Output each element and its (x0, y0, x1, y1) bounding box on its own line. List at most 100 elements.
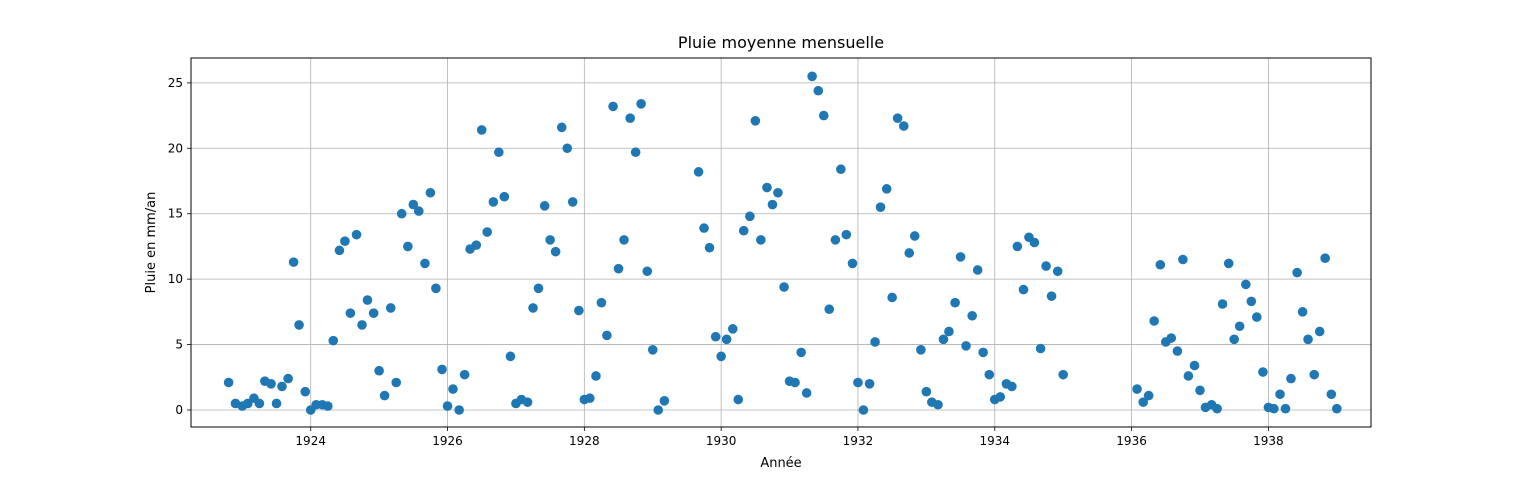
data-point (1297, 307, 1308, 317)
data-point (1035, 343, 1046, 354)
data-point (1189, 360, 1200, 371)
data-point (585, 393, 595, 404)
data-point (1058, 369, 1068, 380)
data-point (1212, 403, 1222, 414)
data-point (955, 252, 966, 262)
y-tick-label: 5 (175, 338, 183, 352)
data-point (545, 235, 555, 245)
data-point (961, 341, 971, 351)
data-point (1172, 346, 1183, 356)
data-point (574, 305, 584, 316)
data-point (1155, 259, 1166, 270)
data-point (995, 392, 1006, 402)
x-tick-label: 1928 (569, 434, 600, 448)
data-point (801, 388, 812, 398)
y-tick-label: 25 (168, 76, 183, 90)
data-point (596, 297, 607, 308)
data-point (636, 98, 646, 109)
data-point (830, 235, 841, 245)
data-point (425, 187, 436, 198)
plot-frame (190, 57, 1372, 428)
data-point (836, 164, 846, 175)
data-point (1217, 299, 1228, 309)
data-point (351, 229, 362, 240)
data-point (756, 235, 766, 245)
data-point (875, 202, 886, 212)
data-point (921, 386, 932, 397)
data-point (642, 266, 653, 277)
data-point (396, 208, 407, 219)
data-point (283, 373, 293, 384)
data-point (1292, 267, 1302, 278)
data-point (647, 344, 658, 355)
data-point (625, 113, 635, 123)
data-point (796, 347, 806, 358)
data-point (904, 248, 915, 258)
data-point (733, 394, 744, 405)
data-point (1007, 381, 1017, 392)
data-point (408, 199, 419, 210)
data-point (288, 257, 299, 267)
data-point (528, 303, 538, 313)
data-point (357, 320, 367, 330)
y-tick-label: 10 (168, 272, 183, 286)
data-point (790, 377, 800, 388)
data-point (608, 101, 618, 112)
data-point (459, 369, 470, 380)
data-point (1195, 385, 1205, 396)
data-point (1046, 291, 1057, 301)
data-point (738, 225, 749, 236)
data-point (488, 197, 499, 207)
data-point (385, 303, 396, 313)
data-point (699, 223, 709, 233)
x-tick-label: 1932 (843, 434, 874, 448)
data-point (824, 304, 835, 315)
data-point (454, 405, 464, 415)
data-point (704, 242, 715, 253)
data-point (533, 283, 544, 294)
x-tick-label: 1938 (1253, 434, 1284, 448)
data-point (745, 211, 755, 222)
data-point (978, 347, 988, 358)
data-point (1229, 334, 1239, 345)
data-point (898, 121, 909, 131)
data-point (984, 369, 995, 380)
data-point (403, 241, 413, 252)
data-point (1314, 326, 1325, 337)
grid-lines (191, 58, 1371, 427)
data-point (1183, 371, 1194, 381)
data-point (374, 365, 384, 376)
data-point (659, 396, 670, 406)
chart-title: Pluie moyenne mensuelle (678, 33, 884, 52)
data-point (294, 320, 304, 330)
data-point (539, 201, 550, 211)
data-point (602, 330, 612, 341)
data-point (1143, 390, 1154, 401)
data-point (556, 122, 567, 133)
data-point (1286, 373, 1296, 384)
data-point (522, 397, 533, 407)
data-point (300, 386, 311, 397)
data-point (591, 371, 601, 381)
data-point (334, 245, 345, 256)
data-point (413, 206, 424, 216)
data-point (345, 308, 356, 318)
data-point (1269, 403, 1279, 414)
data-point (494, 147, 504, 158)
data-point (1241, 279, 1251, 290)
data-point (710, 331, 721, 342)
data-point (944, 326, 954, 337)
data-point (864, 379, 875, 389)
data-point (562, 143, 573, 154)
data-point (1326, 389, 1337, 400)
data-point (762, 182, 772, 193)
data-point (721, 334, 732, 345)
x-tick-label: 1934 (979, 434, 1010, 448)
data-point (437, 364, 447, 375)
data-point (909, 231, 920, 241)
x-tick-label: 1926 (432, 434, 463, 448)
data-point (1258, 367, 1268, 377)
data-point (892, 113, 903, 123)
data-point (853, 377, 863, 388)
y-tick-label: 20 (168, 141, 183, 155)
